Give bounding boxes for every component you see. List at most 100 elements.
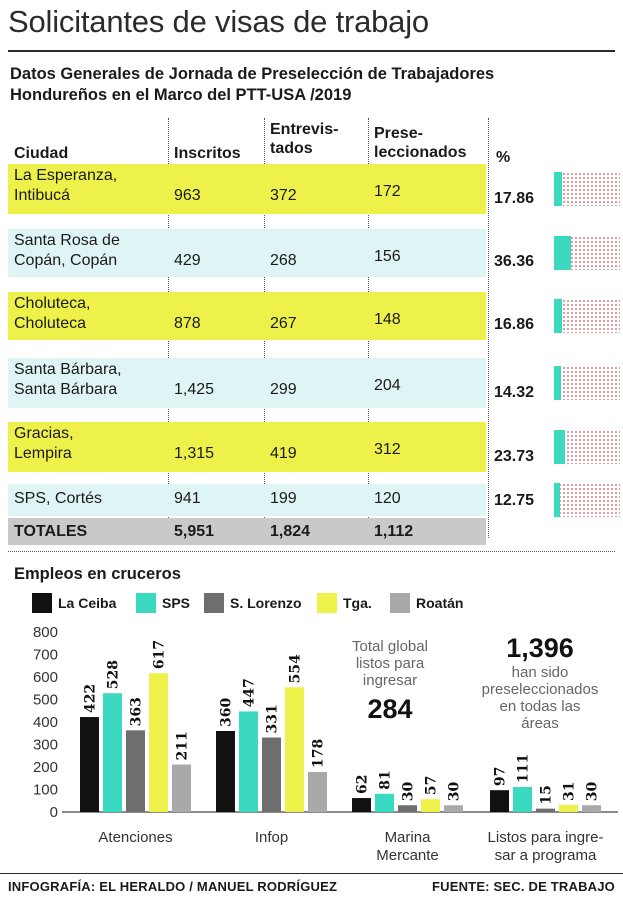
pct-bar-fill: [554, 366, 561, 400]
bar-value-label: 422: [83, 684, 99, 713]
cell-city-line-2: Copán, Copán: [14, 252, 118, 269]
footer-credit: INFOGRAFÍA: EL HERALDO / MANUEL RODRÍGUE…: [8, 879, 338, 894]
bar-value-label: 97: [493, 767, 509, 786]
bar: [490, 790, 509, 812]
pct-bar-fill: [554, 236, 571, 270]
legend-label: SPS: [162, 595, 191, 611]
cell-city: SPS, Cortés: [14, 489, 102, 509]
bar: [375, 793, 394, 812]
title-rule: [8, 50, 615, 52]
x-tick-label: Mercante: [376, 847, 439, 864]
data-table: Ciudad Inscritos Entrevis- tados Prese- …: [8, 118, 620, 548]
total-global-value: 284: [367, 694, 413, 724]
header-preseleccionados-line-1: Prese-: [374, 125, 423, 142]
cell-city: La Esperanza, Intibucá: [14, 166, 117, 206]
cell-city-line-1: Choluteca,: [14, 295, 91, 312]
table-row: Gracias, Lempira 1,315 419 312: [8, 422, 486, 472]
cell-city-line-2: Santa Bárbara: [14, 381, 118, 398]
table-row: Choluteca, Choluteca 878 267 148: [8, 292, 486, 340]
footer: INFOGRAFÍA: EL HERALDO / MANUEL RODRÍGUE…: [0, 873, 623, 900]
bar-value-label: 30: [447, 782, 463, 802]
bar-value-label: 31: [562, 782, 578, 801]
cell-entrevistados: 372: [270, 187, 297, 204]
header-entrevistados: Entrevis- tados: [270, 120, 338, 158]
cell-city-line-1: Santa Bárbara,: [14, 361, 122, 378]
row-background: [8, 164, 486, 214]
bar-value-label: 81: [378, 770, 394, 789]
bar: [308, 771, 327, 812]
bar-value-label: 30: [401, 782, 417, 802]
total-global-line-1: Total global: [352, 638, 428, 655]
row-background: [8, 292, 486, 340]
x-tick-label: Listos para ingre-: [488, 829, 604, 846]
cell-city-line-1: Santa Rosa de: [14, 232, 120, 249]
table-row: Santa Rosa de Copán, Copán 429 268 156: [8, 229, 486, 277]
preseleccionados-annotation: 1,396 han sido preseleccionados en todas…: [460, 632, 620, 732]
subtitle-line-1: Datos Generales de Jornada de Preselecci…: [10, 65, 495, 83]
cell-inscritos: 429: [174, 252, 201, 269]
bar: [216, 731, 235, 812]
totals-label: TOTALES: [14, 523, 88, 540]
cell-pct: 12.75: [494, 492, 535, 509]
cell-city: Santa Rosa de Copán, Copán: [14, 231, 120, 271]
cell-inscritos: 878: [174, 315, 201, 332]
bar-value-label: 528: [106, 660, 122, 689]
x-tick-label: sar a programa: [495, 847, 597, 864]
cell-inscritos: 1,315: [174, 445, 215, 462]
cell-pct: 14.32: [494, 384, 535, 401]
y-tick-label: 600: [33, 669, 58, 686]
bar: [513, 787, 532, 812]
cell-preseleccionados: 172: [374, 183, 401, 200]
x-tick-label: Infop: [255, 829, 288, 846]
pct-bar-track: [554, 430, 620, 464]
total-global-line-3: ingresar: [362, 672, 418, 689]
pct-bar-track: [554, 299, 620, 333]
bar-value-label: 554: [288, 654, 304, 683]
bar-value-label: 617: [152, 640, 168, 669]
cell-entrevistados: 299: [270, 381, 297, 398]
cell-inscritos: 1,425: [174, 381, 215, 398]
bar-value-label: 62: [355, 775, 371, 794]
cell-inscritos: 941: [174, 490, 201, 507]
cell-preseleccionados: 204: [374, 377, 401, 394]
cell-pct: 36.36: [494, 253, 535, 270]
cell-entrevistados: 268: [270, 252, 297, 269]
header-entrevistados-line-2: tados: [270, 140, 313, 157]
cell-preseleccionados: 120: [374, 490, 401, 507]
cell-inscritos: 963: [174, 187, 201, 204]
pct-bar-track: [554, 172, 620, 206]
cell-pct: 17.86: [494, 190, 535, 207]
bar: [285, 687, 304, 812]
subtitle-line-2: Hondureños en el Marco del PTT-USA /2019: [10, 86, 352, 104]
bar: [149, 673, 168, 812]
y-tick-label: 500: [33, 692, 58, 709]
bar-value-label: 30: [585, 782, 601, 802]
bar: [239, 711, 258, 812]
cell-preseleccionados: 312: [374, 441, 401, 458]
legend-label: La Ceiba: [58, 595, 117, 611]
legend-label: Roatán: [416, 595, 464, 611]
header-inscritos: Inscritos: [174, 145, 241, 162]
y-tick-label: 0: [50, 804, 58, 821]
header-preseleccionados: Prese- leccionados: [374, 124, 466, 162]
cell-city-line-2: Choluteca: [14, 315, 87, 332]
bar-value-label: 363: [129, 697, 145, 726]
subtitle: Datos Generales de Jornada de Preselecci…: [10, 64, 494, 106]
bar: [103, 693, 122, 812]
pct-bar-fill: [554, 299, 562, 333]
legend-swatch: [390, 593, 410, 613]
header-pct: %: [496, 149, 511, 166]
table-row: La Esperanza, Intibucá 963 372 172: [8, 164, 486, 214]
bar-value-label: 447: [242, 678, 258, 707]
bar-chart: 0 100 200 300 400 500 600 700 800 422 360 62 97 528 44…: [33, 624, 618, 864]
y-tick-label: 100: [33, 782, 58, 799]
preseleccionados-line-3: en todas las: [499, 698, 581, 715]
row-background: [8, 484, 486, 516]
total-global-line-2: listos para: [355, 655, 425, 672]
pct-bar-track: [554, 483, 620, 517]
cell-entrevistados: 419: [270, 445, 297, 462]
cell-city-line-1: Gracias,: [14, 425, 74, 442]
legend-label: Tga.: [343, 595, 372, 611]
bar-value-label: 331: [265, 704, 281, 733]
bar-value-label: 360: [219, 698, 235, 727]
